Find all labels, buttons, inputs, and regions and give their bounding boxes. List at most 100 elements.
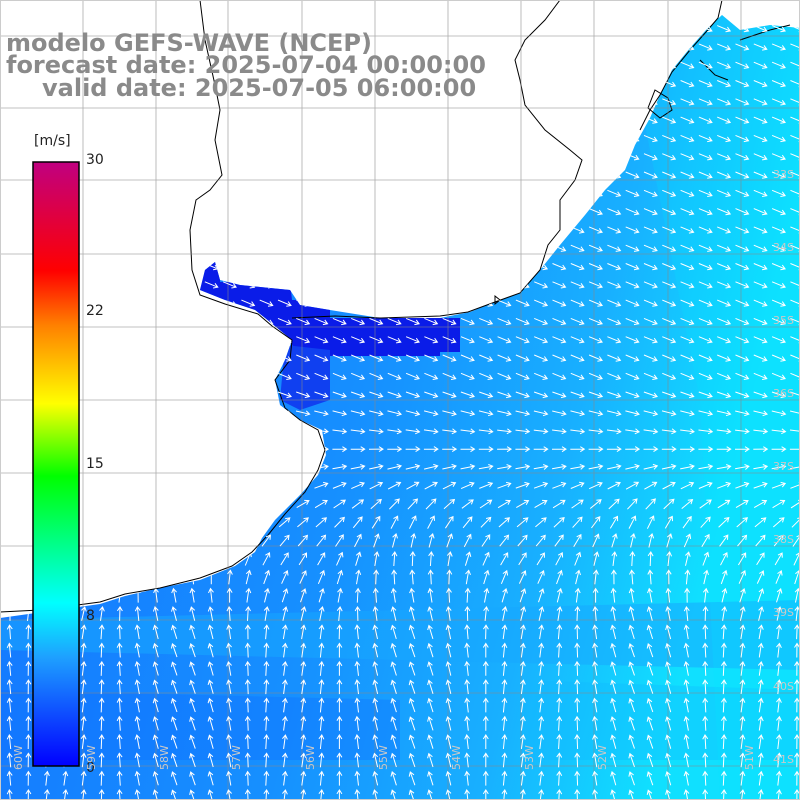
wind-arrow bbox=[538, 770, 545, 786]
wind-arrow bbox=[534, 98, 549, 106]
wind-arrow bbox=[662, 61, 677, 69]
wind-arrow bbox=[625, 171, 640, 179]
wind-arrow bbox=[588, 410, 604, 417]
wind-arrow bbox=[519, 588, 527, 603]
wind-arrow bbox=[753, 134, 768, 143]
wind-arrow bbox=[297, 534, 309, 547]
wind-arrow bbox=[332, 171, 347, 179]
wind-arrow bbox=[204, 463, 220, 470]
wind-arrow bbox=[720, 697, 727, 713]
wind-arrow bbox=[607, 61, 622, 69]
wind-arrow bbox=[314, 244, 329, 252]
wind-arrow bbox=[204, 410, 220, 417]
wind-arrow bbox=[245, 605, 251, 621]
forecast-date: forecast date: 2025-07-04 00:00:00 bbox=[6, 51, 486, 79]
wind-arrow bbox=[296, 499, 310, 509]
wind-arrow bbox=[515, 299, 530, 307]
wind-arrow bbox=[629, 551, 636, 567]
wind-arrow bbox=[296, 372, 311, 380]
wind-arrow bbox=[646, 697, 654, 713]
wind-arrow bbox=[296, 208, 311, 216]
wind-arrow bbox=[226, 789, 232, 800]
wind-arrow bbox=[190, 532, 197, 548]
wind-arrow bbox=[479, 116, 494, 124]
wind-arrow bbox=[698, 299, 713, 307]
wind-arrow bbox=[717, 43, 732, 51]
wind-arrow bbox=[263, 734, 270, 750]
wind-arrow bbox=[610, 624, 617, 640]
wind-arrow bbox=[552, 25, 567, 33]
wind-arrow bbox=[424, 317, 439, 326]
wind-arrow bbox=[589, 499, 602, 509]
wind-arrow bbox=[336, 569, 344, 585]
wind-arrow bbox=[515, 410, 531, 417]
wind-arrow bbox=[628, 661, 635, 676]
wind-arrow bbox=[369, 336, 384, 344]
wind-arrow bbox=[94, 481, 109, 489]
wind-arrow bbox=[168, 263, 183, 271]
wind-arrow bbox=[332, 208, 347, 216]
wind-arrow bbox=[131, 116, 146, 124]
wind-arrow bbox=[680, 428, 695, 435]
wind-arrow bbox=[536, 552, 545, 566]
wind-arrow bbox=[592, 587, 599, 603]
wind-arrow bbox=[607, 336, 622, 344]
wind-arrow bbox=[113, 391, 128, 399]
wind-arrow bbox=[442, 463, 457, 470]
wind-arrow bbox=[515, 336, 530, 344]
wind-arrow bbox=[80, 789, 87, 800]
wind-arrow bbox=[610, 697, 617, 713]
wind-arrow bbox=[628, 697, 635, 713]
wind-arrow bbox=[259, 410, 274, 417]
wind-arrow bbox=[189, 661, 196, 676]
wind-arrow bbox=[278, 7, 291, 13]
wind-arrow bbox=[3, 391, 18, 399]
wind-arrow bbox=[573, 533, 582, 547]
wind-arrow bbox=[625, 281, 640, 289]
wind-arrow bbox=[772, 499, 786, 509]
wind-arrow bbox=[479, 499, 493, 509]
wind-arrow bbox=[680, 446, 696, 453]
wind-arrow bbox=[754, 7, 767, 13]
wind-arrow bbox=[405, 25, 420, 33]
wind-arrow bbox=[662, 208, 677, 216]
wind-arrow bbox=[535, 517, 547, 528]
wind-arrow bbox=[168, 7, 181, 13]
wind-arrow bbox=[718, 516, 730, 528]
wind-arrow bbox=[574, 697, 581, 713]
wind-arrow bbox=[515, 446, 531, 453]
wind-arrow bbox=[534, 134, 549, 143]
wind-arrow bbox=[790, 226, 800, 234]
wind-arrow bbox=[391, 551, 398, 567]
wind-arrow bbox=[717, 354, 732, 362]
wind-arrow bbox=[318, 697, 325, 713]
wind-arrow bbox=[405, 372, 420, 380]
wind-arrow bbox=[171, 569, 178, 585]
wind-arrow bbox=[716, 410, 732, 417]
wind-arrow bbox=[683, 734, 690, 749]
wind-arrow bbox=[408, 661, 416, 676]
wind-arrow bbox=[332, 446, 348, 453]
wind-arrow bbox=[643, 208, 658, 216]
wind-arrow bbox=[665, 606, 672, 621]
wind-arrow bbox=[116, 605, 123, 621]
wind-arrow bbox=[516, 517, 529, 528]
wind-arrow bbox=[207, 716, 214, 731]
wind-arrow bbox=[552, 153, 567, 161]
wind-arrow bbox=[405, 134, 420, 143]
wind-arrow bbox=[98, 642, 105, 658]
wind-arrow bbox=[2, 446, 18, 453]
wind-arrow bbox=[424, 226, 439, 234]
wind-arrow bbox=[497, 499, 511, 509]
wind-arrow bbox=[534, 226, 549, 234]
wind-arrow bbox=[300, 789, 307, 800]
wind-arrow bbox=[720, 788, 727, 800]
wind-arrow bbox=[280, 552, 289, 566]
wind-arrow bbox=[296, 281, 311, 289]
wind-arrow bbox=[336, 697, 343, 713]
wind-arrow bbox=[625, 189, 640, 197]
wind-arrow bbox=[168, 208, 183, 216]
wind-arrow bbox=[171, 515, 179, 529]
wind-arrow bbox=[533, 391, 549, 399]
wind-arrow bbox=[189, 789, 196, 800]
